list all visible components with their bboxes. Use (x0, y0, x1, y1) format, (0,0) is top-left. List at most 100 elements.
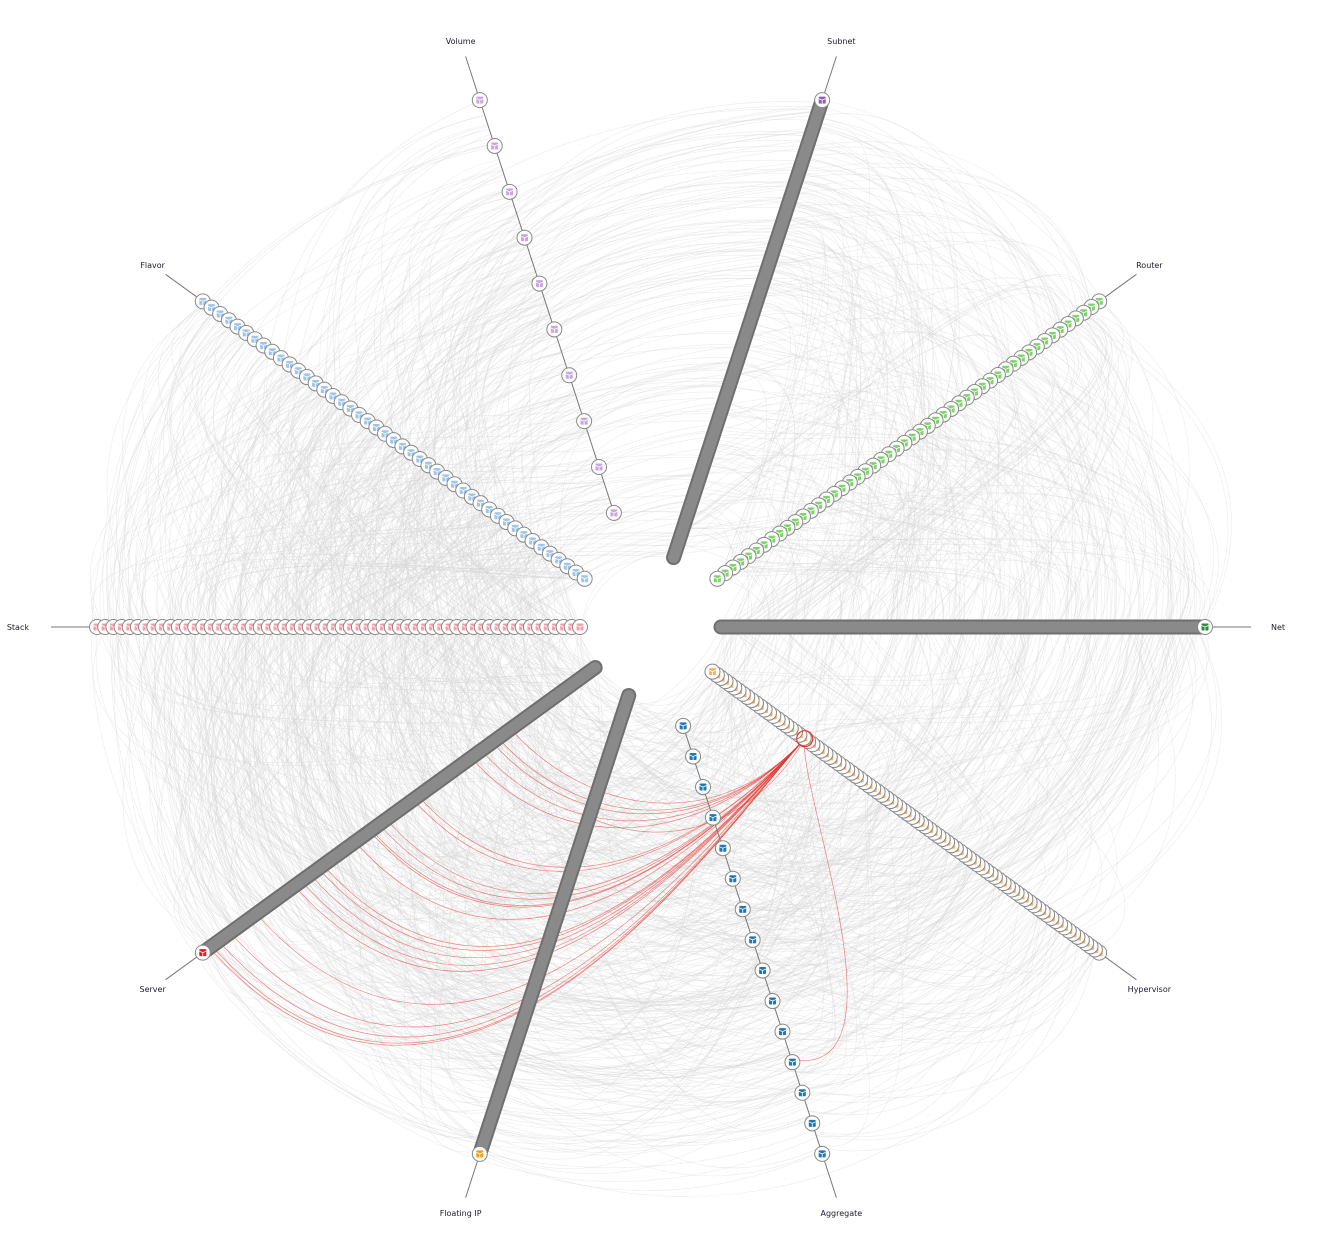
node[interactable] (507, 520, 524, 537)
edge (240, 626, 587, 684)
node[interactable] (709, 570, 726, 587)
edge (712, 811, 905, 853)
edge (488, 626, 1145, 1141)
node[interactable] (695, 779, 712, 796)
node[interactable] (704, 663, 721, 680)
node[interactable] (359, 413, 376, 430)
edge (249, 842, 722, 1001)
edge (794, 626, 931, 732)
edge (917, 626, 1001, 821)
node[interactable] (724, 870, 741, 887)
edge (305, 498, 475, 628)
edge (914, 435, 1069, 628)
node[interactable] (714, 840, 731, 857)
edge (691, 500, 1020, 628)
node[interactable] (814, 1145, 831, 1162)
node[interactable] (754, 962, 771, 979)
edge (733, 373, 768, 559)
edge (783, 626, 995, 862)
edge (752, 313, 1043, 628)
node[interactable] (471, 1145, 488, 1162)
edge (400, 808, 905, 929)
edge (723, 779, 862, 854)
edge (478, 751, 568, 887)
edge (575, 858, 1033, 989)
node[interactable] (804, 1115, 821, 1132)
edge (575, 626, 952, 869)
edge (523, 719, 804, 1110)
edge (682, 385, 949, 530)
node[interactable] (576, 570, 593, 587)
cube-icon (709, 814, 717, 822)
server-rack-icon (708, 668, 717, 676)
node[interactable] (591, 459, 608, 476)
node[interactable] (675, 717, 692, 734)
node[interactable] (734, 901, 751, 918)
edge (537, 626, 593, 808)
edge (806, 141, 1079, 317)
node[interactable] (516, 229, 533, 246)
edge (911, 437, 1002, 628)
node[interactable] (576, 413, 593, 430)
edge (994, 344, 1090, 628)
node[interactable] (501, 183, 518, 200)
highlighted-node[interactable] (796, 730, 814, 748)
node[interactable] (489, 507, 506, 524)
edge (707, 451, 1140, 628)
edge (530, 714, 765, 988)
edge (431, 626, 625, 709)
edge (748, 327, 862, 628)
node[interactable] (531, 275, 548, 292)
edge (303, 405, 371, 628)
node[interactable] (561, 367, 578, 384)
node[interactable] (814, 92, 831, 109)
node[interactable] (685, 748, 702, 765)
edge (378, 799, 708, 888)
edge (249, 544, 539, 895)
cube-icon (554, 556, 563, 564)
edge (302, 535, 681, 863)
edge (293, 797, 887, 997)
node[interactable] (784, 1054, 801, 1071)
node[interactable] (546, 321, 563, 338)
edge (882, 356, 1054, 628)
axis-label: Router (1136, 261, 1163, 270)
node[interactable] (572, 619, 588, 635)
edge (277, 898, 777, 1061)
cube-icon (520, 234, 529, 242)
node[interactable] (774, 1023, 791, 1040)
node[interactable] (794, 1084, 811, 1101)
node[interactable] (471, 92, 488, 109)
edge (142, 462, 600, 628)
edge (720, 411, 1095, 628)
edge (117, 626, 1146, 1012)
node[interactable] (764, 993, 781, 1010)
node[interactable] (194, 944, 211, 961)
node[interactable] (411, 451, 428, 468)
node[interactable] (1197, 619, 1213, 635)
node[interactable] (486, 137, 503, 154)
node[interactable] (744, 931, 761, 948)
edge (765, 543, 1025, 628)
node[interactable] (605, 504, 622, 521)
edge (740, 751, 824, 905)
edge (329, 860, 1086, 1090)
edge (296, 477, 447, 628)
node[interactable] (704, 809, 721, 826)
edge (241, 127, 814, 1147)
edge (549, 626, 1091, 953)
edge (89, 392, 329, 628)
edge (533, 626, 1152, 877)
edge (381, 754, 827, 905)
edge (732, 360, 796, 628)
edge (743, 912, 1050, 978)
edge (467, 507, 513, 628)
edge (287, 390, 491, 744)
cube-icon (338, 398, 346, 406)
edge (529, 299, 758, 691)
edge (127, 386, 321, 628)
edge (124, 311, 281, 897)
edge (211, 626, 921, 896)
edge (496, 626, 528, 718)
